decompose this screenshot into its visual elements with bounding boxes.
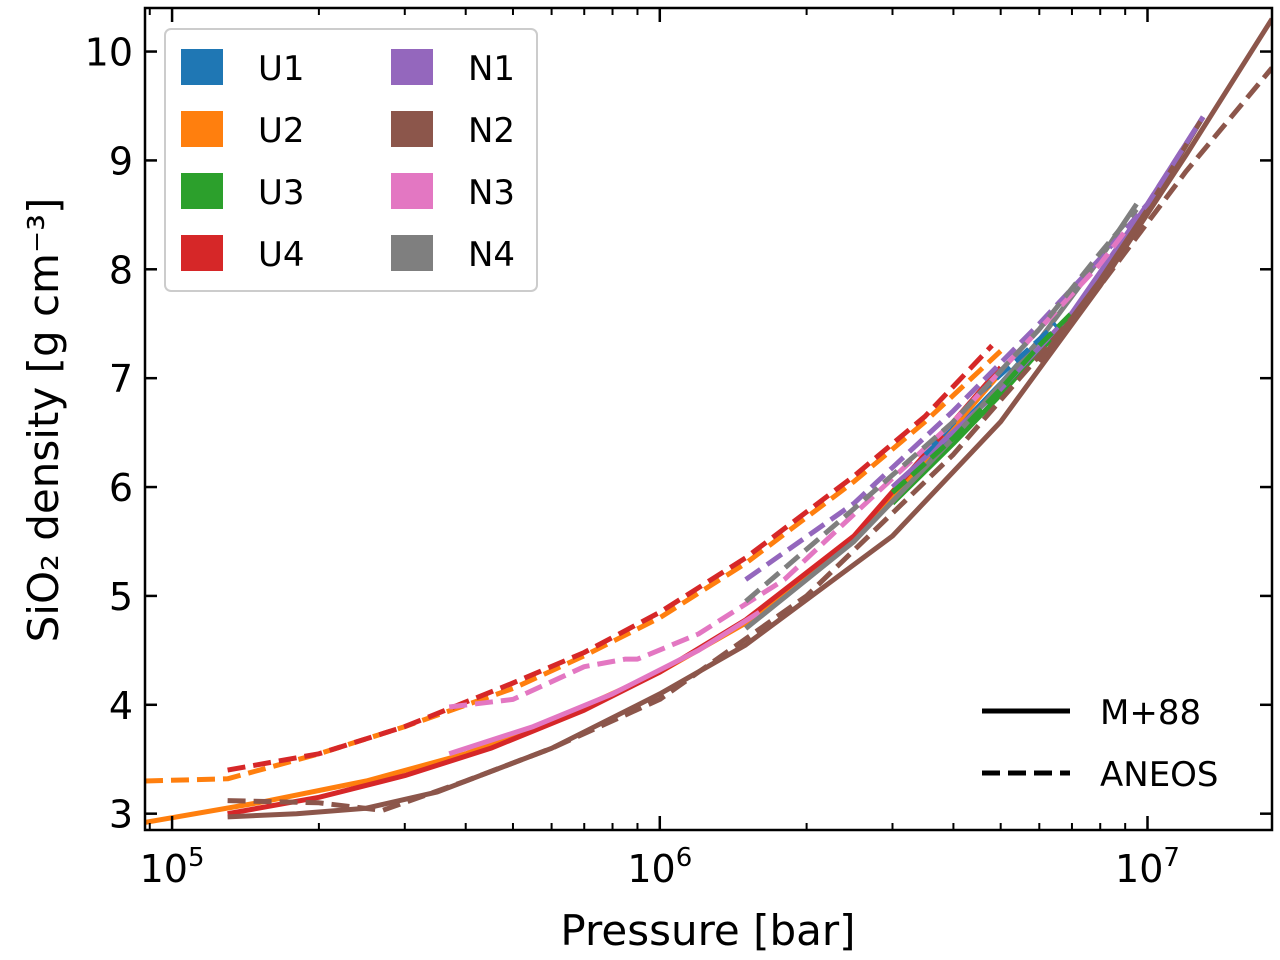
series-line-u3-aneos	[890, 311, 1074, 495]
legend-swatch-u3	[181, 173, 223, 209]
legend-swatch-n1	[391, 49, 433, 85]
series-line-n3-m-88	[448, 610, 761, 757]
series-line-n2-aneos	[227, 66, 1272, 813]
legend-label-u2: U2	[258, 111, 305, 151]
y-tick-label-4: 4	[109, 684, 133, 728]
x-tick-label-1: 106	[627, 843, 692, 891]
legend-label-u1: U1	[258, 49, 305, 89]
y-tick-label-3: 3	[109, 793, 133, 837]
legend-label-n2: N2	[468, 111, 515, 151]
series-line-u2-aneos	[145, 349, 1003, 784]
series-line-n1-aneos	[744, 115, 1206, 582]
legend-label-u4: U4	[258, 235, 305, 275]
series-line-n4-aneos	[744, 207, 1139, 604]
series-line-u4-aneos	[227, 343, 994, 773]
y-tick-label-10: 10	[85, 31, 133, 75]
legend-label-n1: N1	[468, 49, 515, 89]
x-tick-label-0: 105	[140, 843, 205, 891]
legend-colors-items: U1 U2 U3 U4 N1 N2 N3 N4	[181, 49, 515, 275]
series-layer	[145, 17, 1272, 825]
legend-label-aneos: ANEOS	[1100, 755, 1219, 795]
legend-label-n3: N3	[468, 173, 515, 213]
legend-swatch-u1	[181, 49, 223, 85]
y-tick-label-9: 9	[109, 139, 133, 183]
legend-swatch-n4	[391, 235, 433, 271]
ticks-layer: 3 4 5 6 7 8 9 10 105 106 107	[85, 8, 1272, 891]
y-tick-label-5: 5	[109, 575, 133, 619]
legend-swatch-u4	[181, 235, 223, 271]
legend-swatch-n3	[391, 173, 433, 209]
y-tick-label-7: 7	[109, 357, 133, 401]
legend-styles: M+88 ANEOS	[982, 693, 1219, 795]
y-axis-label: SiO₂ density [g cm⁻³]	[19, 198, 68, 643]
y-tick-label-8: 8	[109, 248, 133, 292]
legend-colors-frame	[164, 28, 538, 292]
x-tick-label-2: 107	[1115, 843, 1180, 891]
series-line-n3-aneos	[448, 229, 1128, 710]
legend-swatch-n2	[391, 111, 433, 147]
legend-label-m88: M+88	[1100, 693, 1201, 733]
legend-colors: U1 U2 U3 U4 N1 N2 N3 N4	[164, 28, 538, 292]
x-axis-label: Pressure [bar]	[560, 906, 855, 955]
legend-swatch-u2	[181, 111, 223, 147]
plot-frame	[143, 6, 1274, 832]
legend-label-u3: U3	[258, 173, 305, 213]
y-tick-label-6: 6	[109, 466, 133, 510]
legend-label-n4: N4	[468, 235, 515, 275]
